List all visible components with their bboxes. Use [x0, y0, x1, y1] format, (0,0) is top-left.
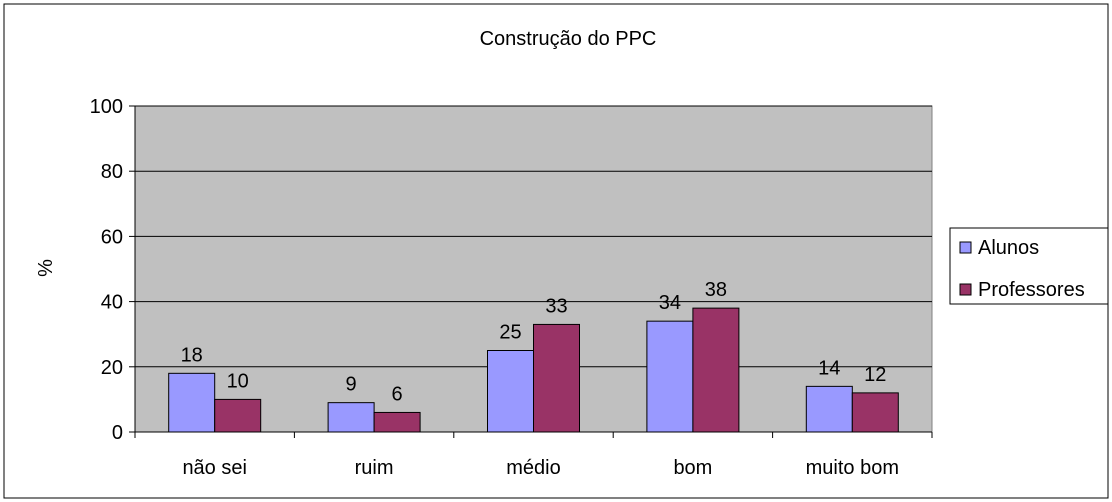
y-tick-label: 100: [90, 96, 123, 118]
data-label: 6: [392, 383, 403, 405]
data-label: 25: [499, 322, 521, 344]
bars: [168, 307, 899, 433]
bar-professores-3: [692, 307, 740, 433]
y-tick-label: 40: [101, 292, 123, 314]
data-label: 9: [346, 374, 357, 396]
bar-professores-2: [533, 323, 580, 433]
x-tick-label: médio: [506, 457, 560, 479]
gridlines: [135, 105, 932, 368]
y-tick-label: 20: [101, 357, 123, 379]
bar-professores-4: [851, 392, 899, 433]
bar-alunos-2: [487, 350, 534, 433]
data-label: 10: [227, 370, 249, 392]
axes: 0 20 40 60 80 100 não sei ruim médio bom muito bom: [90, 96, 933, 479]
data-label: 34: [659, 292, 681, 314]
legend: Alunos Professores: [949, 227, 1109, 305]
y-tick-label: 0: [112, 422, 123, 444]
legend-swatch-alunos: [959, 241, 972, 254]
bar-alunos-4: [805, 385, 853, 433]
y-axis-label: %: [35, 259, 57, 277]
bar-professores-1: [373, 411, 421, 433]
x-tick-label: muito bom: [806, 457, 899, 479]
bar-alunos-0: [168, 372, 216, 433]
legend-swatch-professores: [959, 283, 972, 296]
data-labels: 18 10 9 6 25 33 34 38 14 12: [181, 279, 887, 405]
chart-title: Construção do PPC: [480, 28, 657, 50]
x-tick-label: não sei: [182, 457, 247, 479]
data-label: 38: [705, 279, 727, 301]
bar-professores-0: [214, 398, 262, 433]
bar-alunos-3: [646, 320, 694, 433]
legend-box: [949, 227, 1109, 305]
legend-label-alunos: Alunos: [978, 237, 1039, 259]
y-tick-label: 80: [101, 161, 123, 183]
x-tick-label: bom: [673, 457, 712, 479]
legend-label-professores: Professores: [978, 279, 1085, 301]
data-label: 18: [181, 344, 203, 366]
y-tick-label: 60: [101, 226, 123, 248]
bar-alunos-1: [327, 402, 375, 433]
x-tick-label: ruim: [355, 457, 394, 479]
data-label: 14: [818, 357, 840, 379]
data-label: 12: [864, 364, 886, 386]
data-label: 33: [545, 295, 567, 317]
